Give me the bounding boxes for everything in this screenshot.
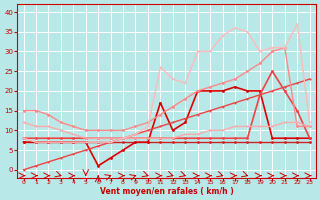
X-axis label: Vent moyen/en rafales ( km/h ): Vent moyen/en rafales ( km/h ) bbox=[100, 187, 234, 196]
